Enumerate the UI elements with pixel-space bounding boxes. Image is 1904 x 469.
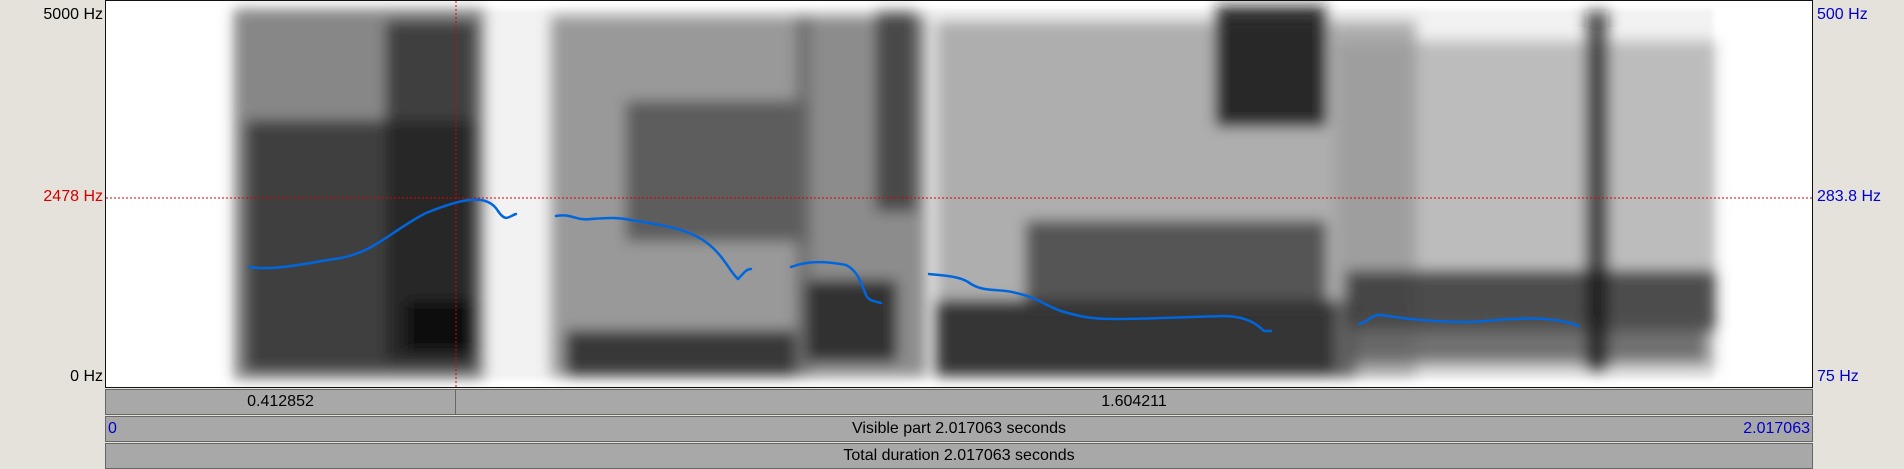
pitch-segment [789, 261, 883, 305]
selection-left-duration: 0.412852 [247, 393, 314, 410]
total-duration-bar[interactable]: Total duration 2.017063 seconds [105, 443, 1813, 469]
pitch-max-label: 500 Hz [1817, 6, 1868, 23]
visible-end-time: 2.017063 [1743, 420, 1810, 437]
visible-part-label: Visible part 2.017063 seconds [851, 420, 1067, 437]
pitch-min-label: 75 Hz [1817, 368, 1859, 385]
pitch-segment [554, 214, 753, 281]
selection-bar-right[interactable]: 1.604211 [455, 389, 1813, 415]
freq-max-label: 5000 Hz [43, 6, 103, 23]
pitch-segment [247, 198, 518, 270]
freq-cursor-label: 2478 Hz [43, 188, 103, 205]
total-duration-label: Total duration 2.017063 seconds [843, 447, 1075, 464]
selection-bar-left[interactable]: 0.412852 [105, 389, 456, 415]
pitch-cursor-label: 283.8 Hz [1817, 188, 1882, 205]
visible-part-bar[interactable]: 0 Visible part 2.017063 seconds 2.017063 [105, 416, 1813, 442]
spectrogram-canvas [106, 1, 1812, 387]
pitch-segment [1357, 313, 1581, 328]
freq-min-label: 0 Hz [70, 368, 103, 385]
pitch-segment [927, 272, 1273, 333]
selection-right-duration: 1.604211 [1101, 393, 1167, 410]
spectrogram-panel[interactable] [105, 0, 1813, 388]
pitch-contour [247, 198, 1581, 333]
visible-start-time: 0 [108, 420, 117, 437]
